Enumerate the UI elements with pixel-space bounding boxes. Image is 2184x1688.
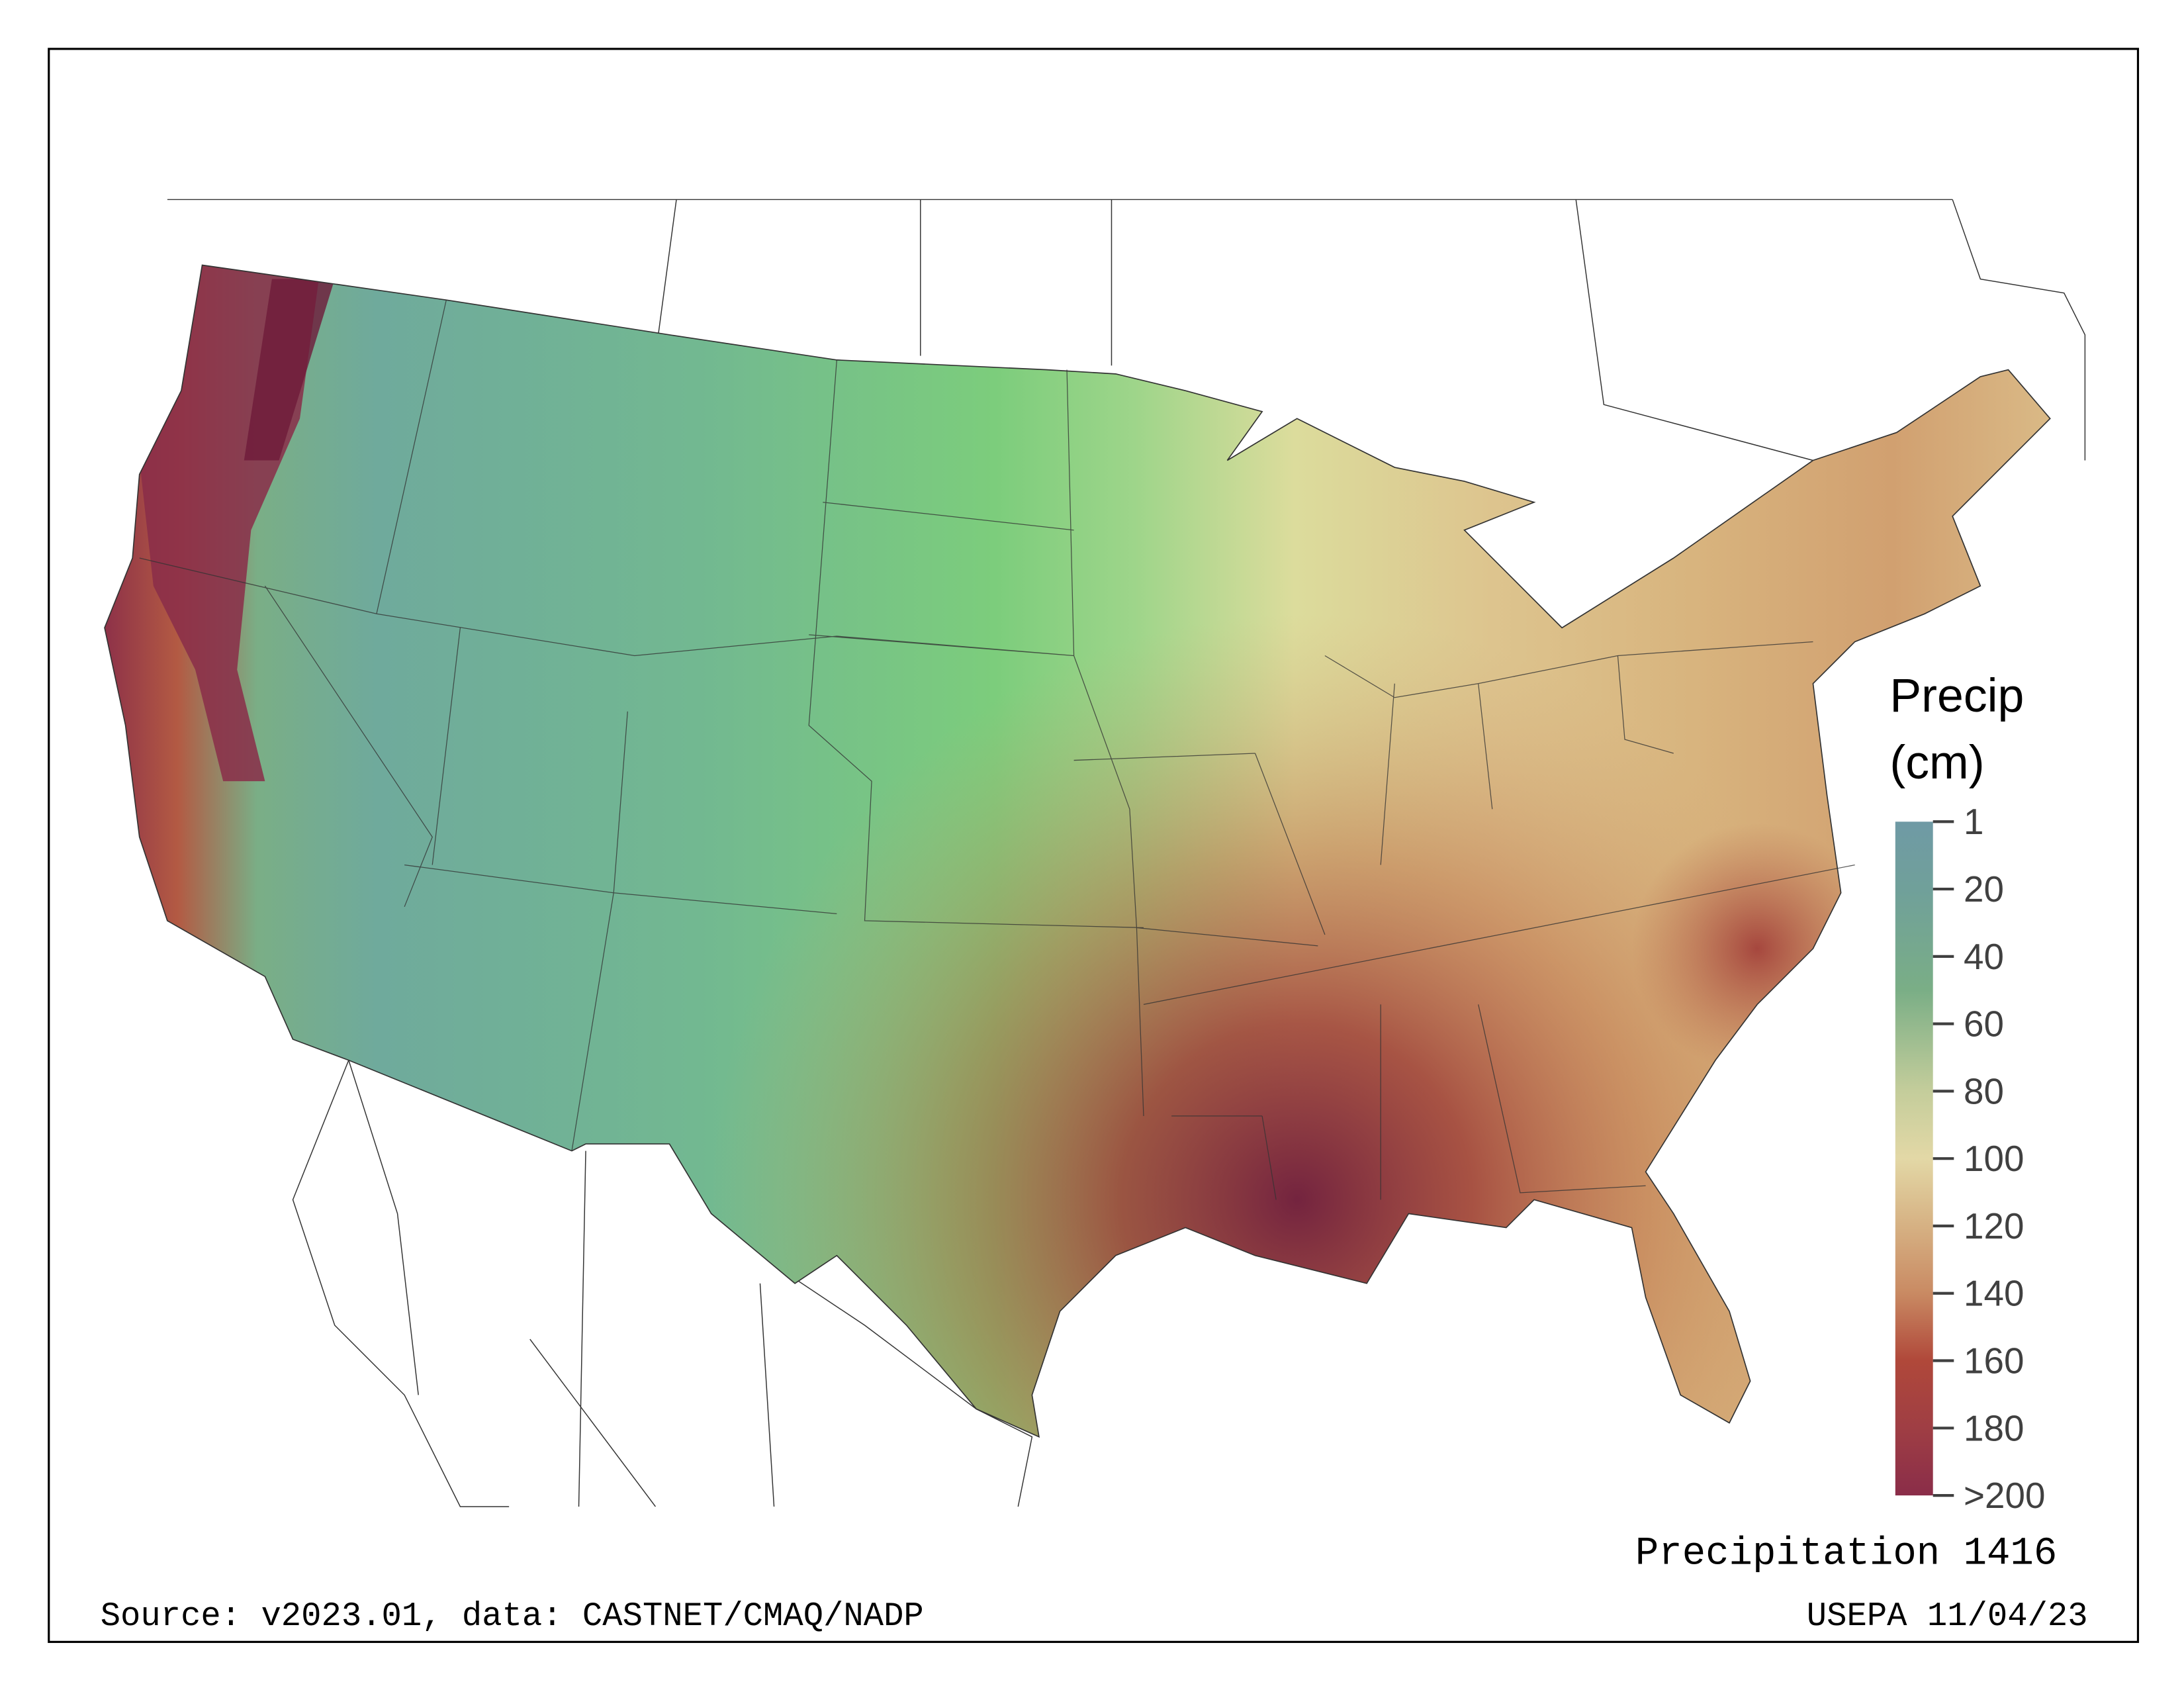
legend-colorbar	[1895, 821, 1933, 1496]
legend-tick-label: 80	[1964, 1070, 2004, 1111]
legend-tick-label: 160	[1964, 1340, 2024, 1382]
legend-tick-label: 180	[1964, 1407, 2024, 1448]
credit-text: USEPA 11/04/23	[1807, 1598, 2088, 1636]
legend-title-line2: (cm)	[1889, 736, 1984, 789]
conus-outline	[104, 264, 2051, 1438]
legend-tick-label: 20	[1964, 868, 2004, 910]
legend-tick-label: >200	[1964, 1475, 2045, 1516]
legend-tick-label: 100	[1964, 1138, 2024, 1179]
source-text: Source: v2023.01, data: CASTNET/CMAQ/NAD…	[101, 1598, 924, 1636]
legend-title-line1: Precip	[1889, 669, 2024, 722]
state-borders	[139, 300, 1855, 1200]
legend-tick-label: 120	[1964, 1205, 2024, 1246]
legend-tick-label: 1	[1964, 801, 1983, 842]
canada-mexico-outlines	[167, 199, 2086, 1507]
legend-tick-label: 60	[1964, 1004, 2004, 1045]
map-title: Precipitation 1416	[1635, 1531, 2057, 1575]
legend-tick-label: 40	[1964, 936, 2004, 977]
legend-tick-label: 140	[1964, 1273, 2024, 1314]
